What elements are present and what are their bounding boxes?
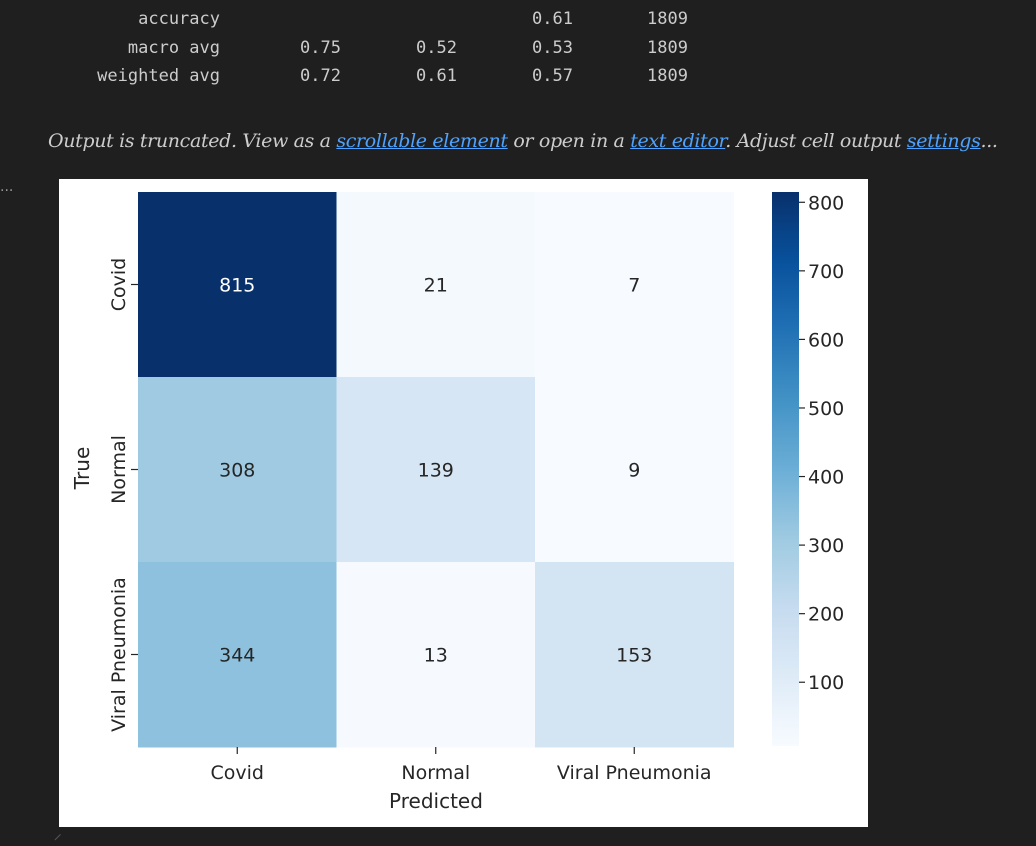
x-tick-label: Viral Pneumonia	[557, 762, 712, 784]
report-label: weighted avg	[97, 66, 220, 86]
classification-report: accuracy 0.61 1809 macro avg 0.75 0.52 0…	[0, 0, 760, 100]
colorbar	[772, 192, 799, 746]
y-axis-label: True	[70, 447, 94, 490]
settings-link[interactable]: settings	[906, 130, 981, 152]
colorbar-tick-label: 800	[808, 192, 844, 214]
report-row-weighted-avg: weighted avg 0.72 0.61 0.57 1809	[0, 62, 760, 90]
y-tick-label: Covid	[108, 258, 130, 311]
report-precision: 0.72	[300, 66, 341, 86]
text-editor-link[interactable]: text editor	[630, 130, 726, 152]
heatmap-cell	[336, 377, 536, 563]
report-support: 1809	[647, 9, 688, 29]
report-precision: 0.75	[300, 38, 341, 58]
cell-value-label: 9	[628, 460, 640, 482]
cell-value-label: 7	[628, 275, 640, 297]
heatmap-cell	[336, 562, 536, 748]
cell-value-label: 153	[616, 645, 652, 667]
cell-output-menu-ellipsis[interactable]: ...	[0, 179, 14, 195]
cell-value-label: 308	[219, 460, 255, 482]
report-f1: 0.57	[532, 66, 573, 86]
cell-value-label: 815	[219, 275, 255, 297]
notice-text: ...	[980, 130, 998, 152]
cell-value-label: 13	[424, 645, 448, 667]
colorbar-tick-label: 600	[808, 329, 844, 351]
colorbar-tick-label: 700	[808, 261, 844, 283]
x-axis-label: Predicted	[389, 789, 483, 813]
output-truncated-notice: Output is truncated. View as a scrollabl…	[48, 127, 998, 155]
colorbar-tick-label: 300	[808, 535, 844, 557]
report-f1: 0.53	[532, 38, 573, 58]
x-tick-label: Normal	[401, 762, 470, 784]
report-row-accuracy: accuracy 0.61 1809	[0, 5, 760, 33]
heatmap-cell	[535, 377, 734, 563]
x-tick-label: Covid	[211, 762, 264, 784]
heatmap-cell	[138, 562, 337, 748]
heatmap-cell	[138, 377, 337, 563]
report-support: 1809	[647, 38, 688, 58]
report-support: 1809	[647, 66, 688, 86]
scroll-indicator	[54, 833, 67, 846]
report-recall: 0.61	[416, 66, 457, 86]
cell-value-label: 139	[418, 460, 454, 482]
report-label: accuracy	[138, 9, 220, 29]
heatmap-cell	[535, 192, 734, 378]
colorbar-tick-label: 500	[808, 398, 844, 420]
colorbar-tick-label: 400	[808, 467, 844, 489]
report-label: macro avg	[127, 38, 220, 58]
heatmap-cell	[138, 192, 337, 378]
cell-value-label: 344	[219, 645, 255, 667]
colorbar-tick-label: 200	[808, 604, 844, 626]
notice-text: or open in a	[507, 130, 631, 152]
scrollable-element-link[interactable]: scrollable element	[336, 130, 508, 152]
heatmap-cell	[336, 192, 536, 378]
y-tick-label: Viral Pneumonia	[108, 577, 130, 732]
y-tick-label: Normal	[108, 435, 130, 504]
cell-value-label: 21	[424, 275, 448, 297]
notice-text: . Adjust cell output	[725, 130, 907, 152]
confusion-matrix-heatmap: 815 21 7 308 139 9 344 13 153 Covid Normal Viral P…	[70, 192, 844, 813]
report-row-macro-avg: macro avg 0.75 0.52 0.53 1809	[0, 34, 760, 62]
report-f1: 0.61	[532, 9, 573, 29]
colorbar-tick-label: 100	[808, 672, 844, 694]
report-recall: 0.52	[416, 38, 457, 58]
confusion-matrix-figure: 815 21 7 308 139 9 344 13 153 Covid Normal Viral P…	[59, 179, 868, 827]
heatmap-cell	[535, 562, 734, 748]
notice-text: Output is truncated. View as a	[48, 130, 337, 152]
